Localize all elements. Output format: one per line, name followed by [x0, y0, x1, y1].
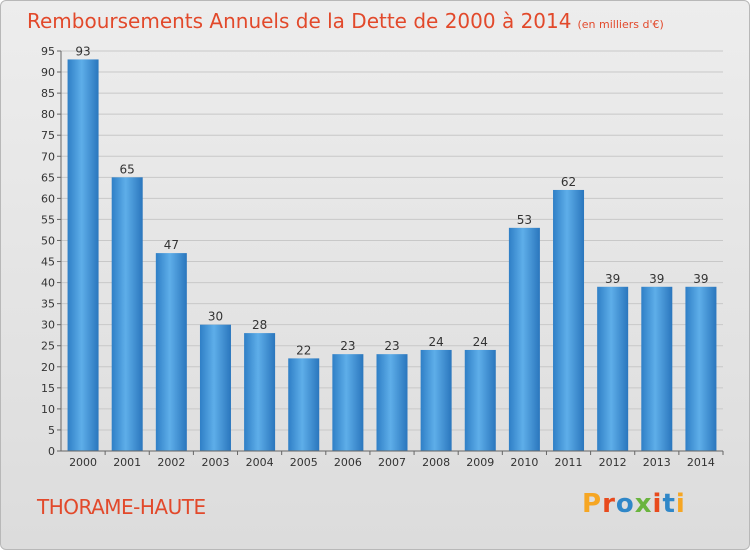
y-tick-label: 5: [48, 424, 55, 437]
x-tick-label: 2007: [378, 456, 406, 469]
x-tick-label: 2002: [157, 456, 185, 469]
bar: [199, 324, 231, 451]
value-labels: 93 65 47 30 28 22 23 23 24 24 53 62 39 39 39: [75, 44, 708, 357]
y-tick-label: 50: [41, 234, 55, 247]
chart-subtitle: (en milliers d'€): [577, 18, 664, 31]
logo-letter: P: [582, 489, 603, 519]
y-axis-ticks: 0 5 10 15 20 25 30 35 40 45 50 55 60 65 70 75 80 85 90 95: [41, 45, 61, 458]
x-tick-label: 2004: [246, 456, 274, 469]
x-tick-label: 2011: [555, 456, 583, 469]
value-label: 30: [208, 310, 223, 324]
bar: [464, 349, 496, 451]
y-tick-label: 80: [41, 108, 55, 121]
value-label: 24: [473, 335, 488, 349]
x-tick-label: 2006: [334, 456, 362, 469]
x-tick-label: 2005: [290, 456, 318, 469]
y-tick-label: 70: [41, 150, 55, 163]
y-tick-label: 20: [41, 361, 55, 374]
logo-letter: i: [652, 489, 663, 519]
y-tick-label: 90: [41, 66, 55, 79]
bar: [67, 59, 99, 451]
value-label: 28: [252, 318, 267, 332]
bar: [553, 189, 585, 451]
y-tick-label: 95: [41, 45, 55, 58]
x-tick-label: 2010: [510, 456, 538, 469]
y-tick-label: 40: [41, 277, 55, 290]
y-tick-label: 65: [41, 171, 55, 184]
y-tick-label: 10: [41, 403, 55, 416]
y-tick-label: 60: [41, 192, 55, 205]
y-tick-label: 75: [41, 129, 55, 142]
value-label: 23: [384, 339, 399, 353]
value-label: 65: [120, 162, 135, 176]
proxiti-logo: Proxiti: [582, 489, 686, 519]
bar: [376, 354, 408, 451]
y-tick-label: 25: [41, 340, 55, 353]
chart-title-text: Remboursements Annuels de la Dette de 20…: [27, 9, 572, 33]
value-label: 39: [693, 272, 708, 286]
x-tick-label: 2001: [113, 456, 141, 469]
bar: [244, 333, 276, 451]
logo-letter: t: [662, 489, 676, 519]
y-tick-label: 45: [41, 256, 55, 269]
logo-letter: i: [675, 489, 686, 519]
x-tick-label: 2012: [599, 456, 627, 469]
value-label: 39: [605, 272, 620, 286]
bar: [288, 358, 320, 451]
value-label: 47: [164, 238, 179, 252]
x-tick-label: 2009: [466, 456, 494, 469]
bar: [685, 286, 717, 451]
x-axis-ticks: 2000 2001 2002 2003 2004 2005 2006 2007 2008 2009…: [69, 451, 724, 469]
logo-letter: r: [602, 489, 616, 519]
x-tick-label: 2003: [201, 456, 229, 469]
bar: [111, 177, 143, 451]
value-label: 23: [340, 339, 355, 353]
bars: [67, 59, 717, 451]
bar: [641, 286, 673, 451]
logo-letter: x: [634, 489, 653, 519]
x-tick-label: 2013: [643, 456, 671, 469]
y-tick-label: 15: [41, 382, 55, 395]
bar: [508, 227, 540, 451]
bar: [332, 354, 364, 451]
x-tick-label: 2014: [687, 456, 715, 469]
y-tick-label: 85: [41, 87, 55, 100]
place-name: THORAME-HAUTE: [37, 495, 206, 519]
value-label: 53: [517, 213, 532, 227]
x-tick-label: 2008: [422, 456, 450, 469]
value-label: 62: [561, 175, 576, 189]
bar: [420, 349, 452, 451]
value-label: 93: [75, 44, 90, 58]
value-label: 39: [649, 272, 664, 286]
y-tick-label: 30: [41, 319, 55, 332]
y-tick-label: 0: [48, 445, 55, 458]
value-label: 22: [296, 343, 311, 357]
logo-letter: o: [615, 489, 635, 519]
y-tick-label: 55: [41, 213, 55, 226]
bar: [155, 253, 187, 451]
value-label: 24: [428, 335, 443, 349]
y-tick-label: 35: [41, 298, 55, 311]
bar: [597, 286, 629, 451]
chart-title: Remboursements Annuels de la Dette de 20…: [27, 9, 664, 33]
x-tick-label: 2000: [69, 456, 97, 469]
